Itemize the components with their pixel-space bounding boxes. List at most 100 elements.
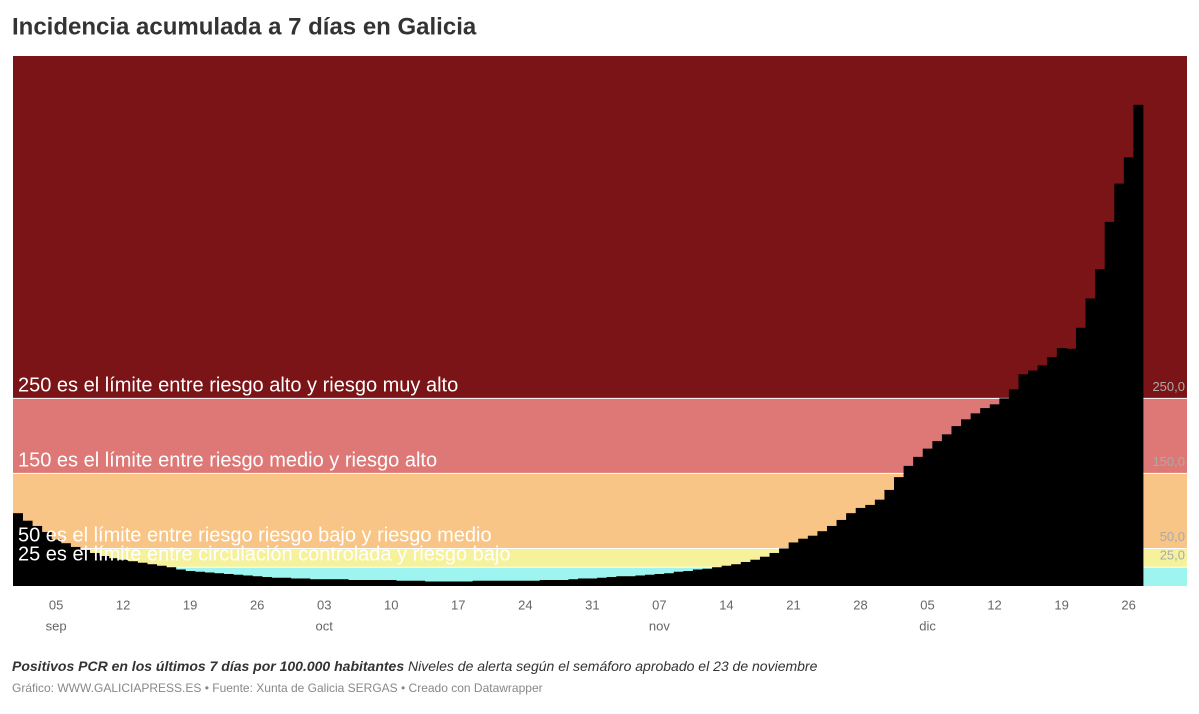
bar <box>769 552 780 586</box>
bar <box>309 579 320 586</box>
bar <box>894 477 904 586</box>
bar <box>252 576 263 586</box>
bar <box>501 580 512 586</box>
x-tick-label: 14 <box>719 597 733 612</box>
bar <box>673 571 684 586</box>
bar <box>865 504 876 586</box>
bar <box>1075 327 1086 586</box>
bar <box>826 525 837 586</box>
bar <box>616 576 627 586</box>
bar <box>281 577 292 586</box>
bar <box>80 549 91 586</box>
bar <box>60 543 71 586</box>
bar <box>338 579 349 586</box>
bar <box>386 579 397 586</box>
bar <box>913 456 924 586</box>
bar <box>989 404 1000 586</box>
bar <box>1114 183 1125 586</box>
x-month-label: oct <box>316 618 334 633</box>
bar <box>855 507 866 586</box>
x-tick-label: 03 <box>317 597 331 612</box>
bar <box>874 499 885 586</box>
annotation: 50 es el límite entre riesgo riesgo bajo… <box>18 525 492 547</box>
bar <box>1104 221 1115 587</box>
bar <box>1037 365 1048 586</box>
bar <box>779 548 790 586</box>
x-month-label: sep <box>46 618 67 633</box>
y-tick-label: 250,0 <box>1152 379 1185 394</box>
bar <box>424 581 435 586</box>
bar <box>1085 298 1096 586</box>
bar <box>13 513 23 586</box>
y-tick-label: 50,0 <box>1160 529 1185 544</box>
bar <box>1008 389 1019 586</box>
bar <box>846 513 857 586</box>
bar <box>233 574 244 586</box>
x-tick-label: 28 <box>853 597 867 612</box>
x-tick-label: 05 <box>49 597 63 612</box>
note-text: Niveles de alerta según el semáforo apro… <box>408 658 818 674</box>
bar <box>185 570 196 586</box>
bar <box>578 578 588 586</box>
bar <box>376 579 387 586</box>
bar <box>597 577 608 586</box>
annotation: 150 es el límite entre riesgo medio y ri… <box>18 450 437 472</box>
bar <box>175 569 186 586</box>
bar <box>750 559 761 586</box>
bar <box>683 570 694 586</box>
x-tick-label: 05 <box>920 597 934 612</box>
bar <box>396 580 407 586</box>
bar <box>817 531 828 586</box>
bar <box>290 578 301 586</box>
bar <box>539 579 550 586</box>
bar <box>941 434 952 586</box>
bar <box>319 579 330 586</box>
bar <box>127 561 138 586</box>
bar <box>415 580 426 586</box>
bar <box>520 580 531 586</box>
x-month-label: nov <box>649 618 670 633</box>
bar <box>271 577 282 586</box>
bar <box>970 413 981 586</box>
bar <box>242 575 253 586</box>
bar <box>1095 269 1106 586</box>
bar <box>1018 374 1029 586</box>
bar <box>692 569 703 586</box>
x-tick-label: 12 <box>116 597 130 612</box>
x-tick-label: 17 <box>451 597 465 612</box>
bar <box>118 559 129 586</box>
x-tick-label: 26 <box>1121 597 1135 612</box>
bar <box>32 525 43 586</box>
bar <box>405 580 416 586</box>
bar <box>99 555 110 586</box>
x-tick-label: 07 <box>652 597 666 612</box>
bar <box>731 564 742 586</box>
bar <box>22 520 33 586</box>
bar <box>1133 104 1144 587</box>
bar <box>549 579 560 586</box>
bar <box>137 562 148 586</box>
band <box>13 56 1187 399</box>
bar <box>348 579 359 586</box>
x-tick-label: 19 <box>1054 597 1068 612</box>
bar <box>606 576 617 586</box>
annotation: 250 es el límite entre riesgo alto y rie… <box>18 375 458 397</box>
bar <box>645 574 656 586</box>
bar <box>558 579 569 586</box>
bar <box>1056 348 1067 586</box>
bar <box>147 564 158 586</box>
bar <box>759 556 770 586</box>
bar <box>961 419 972 586</box>
bar <box>453 581 464 586</box>
bar <box>357 579 368 586</box>
bar <box>223 573 234 586</box>
bar <box>664 573 675 586</box>
bar <box>932 441 943 586</box>
annotation: 25 es el límite entre circulación contro… <box>18 544 510 566</box>
bar <box>922 448 933 586</box>
bar <box>329 579 339 586</box>
bar <box>740 561 751 586</box>
bar <box>1047 357 1058 586</box>
bar <box>510 580 521 586</box>
